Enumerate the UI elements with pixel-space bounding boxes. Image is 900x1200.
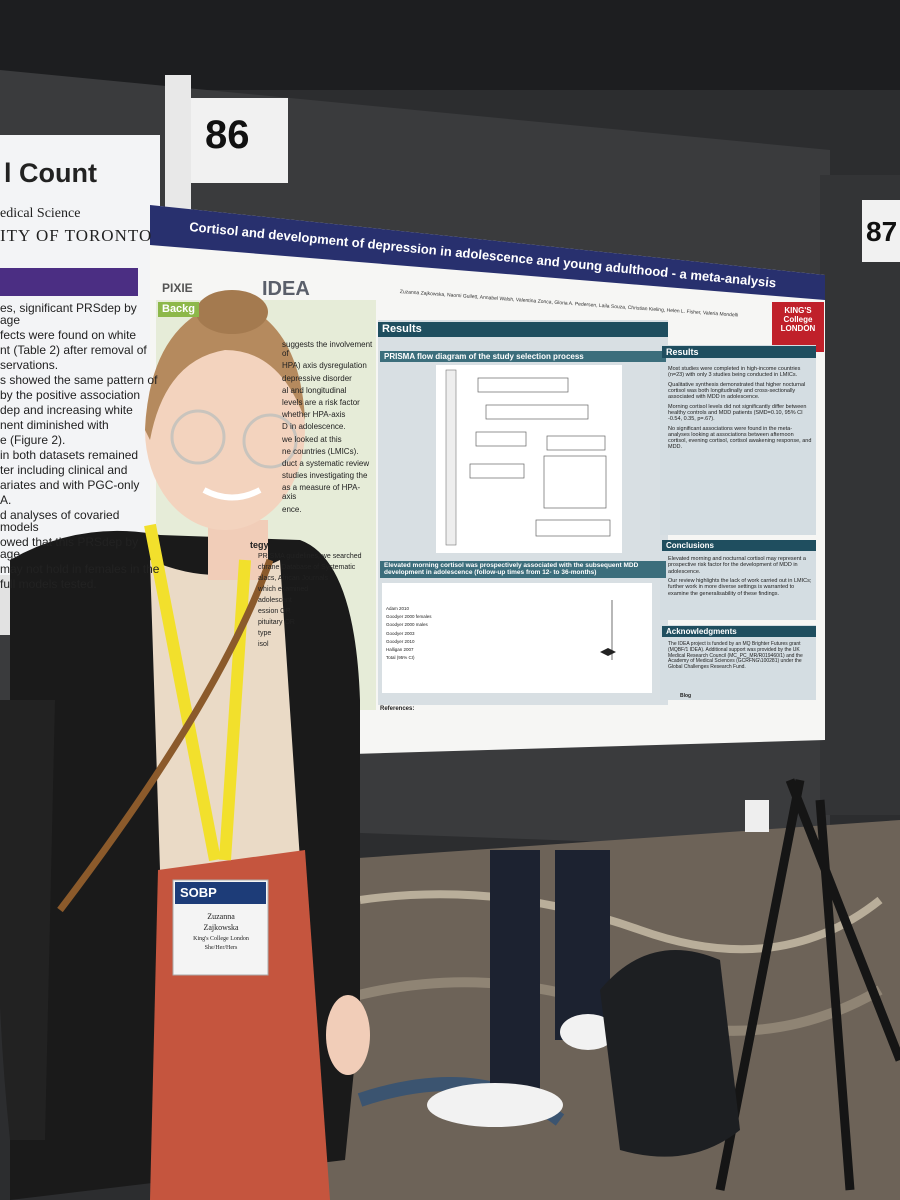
text-line: ession OR xyxy=(258,608,291,616)
text-line: Elevated morning and nocturnal cortisol … xyxy=(668,556,806,575)
acknowledgments-text: The IDEA project is funded by an MQ Brig… xyxy=(668,641,803,670)
blog-label: Blog xyxy=(680,693,692,699)
text-line: ariates and with PGC-only xyxy=(0,478,140,492)
text-line: owed that this PRSdep by age xyxy=(0,535,139,561)
text-line: Most studies were completed in high-inco… xyxy=(668,366,801,379)
logo: IDEA xyxy=(262,278,310,300)
section-heading: tegy xyxy=(250,540,269,550)
badge-last-name: Zajkowska xyxy=(203,923,239,932)
text-line: Halligan 2007 xyxy=(386,646,414,652)
text-line: nent diminished with xyxy=(0,418,109,432)
text-line: adolescent xyxy=(258,597,292,605)
forest-studies: Adam 2010 Goodyer 2000 females Goodyer 200… xyxy=(386,606,466,663)
left-affiliation: edical Science xyxy=(0,206,81,221)
left-affiliation: ITY OF TORONTO xyxy=(0,226,153,245)
logo: PIXIE xyxy=(162,281,193,295)
text-line: whether HPA-axis xyxy=(282,410,346,420)
text-line: nt (Table 2) after removal of xyxy=(0,343,147,357)
left-poster-heading: l Count xyxy=(4,158,97,188)
text-line: pituitary OR xyxy=(258,619,295,627)
section-heading: Results xyxy=(378,322,668,337)
text-line: No significant associations were found i… xyxy=(668,425,812,451)
text-line: by the positive association xyxy=(0,388,141,402)
text-line: may not hold in females in the xyxy=(0,562,160,576)
text-line: PRISMA guidelines, we searched xyxy=(258,553,362,560)
text-line: as a measure of HPA-axis xyxy=(282,483,361,502)
text-line: D in adolescence. xyxy=(282,422,346,432)
text-line: depressive disorder xyxy=(282,373,352,383)
strategy-text: PRISMA guidelines, we searched chrane Dat… xyxy=(258,553,374,652)
section-heading: Acknowledgments xyxy=(662,626,816,638)
text-line: we looked at this xyxy=(282,434,342,444)
text-line: Goodyer 2003 xyxy=(386,630,415,636)
text-line: dep and increasing white xyxy=(0,403,133,417)
text-line: studies investigating the xyxy=(282,471,368,481)
text-line: Qualitative synthesis demonstrated that … xyxy=(668,381,806,401)
badge-first-name: Zuzanna xyxy=(207,912,235,921)
badge-pronouns: She/Her/Hers xyxy=(204,945,238,951)
background-text: suggests the involvement of HPA) axis dys… xyxy=(282,340,374,517)
text-line: s showed the same pattern of xyxy=(0,373,158,387)
text-line: full models tested. xyxy=(0,577,97,591)
text-line: es, significant PRSdep by age xyxy=(0,301,137,327)
section-heading: Conclusions xyxy=(662,540,816,552)
badge-affiliation: King's College London xyxy=(193,936,249,942)
board-number-right: 87 xyxy=(866,216,898,247)
badge-org: SOBP xyxy=(180,885,217,900)
text-line: duct a systematic review xyxy=(282,458,370,468)
text-line: Goodyer 2010 xyxy=(386,638,415,644)
section-heading: Backg xyxy=(158,302,200,317)
text-line: suggests the involvement of xyxy=(282,340,373,359)
section-heading: Results xyxy=(662,346,816,359)
text-line: levels are a risk factor xyxy=(282,397,360,407)
references-heading: References: xyxy=(380,706,415,712)
text-line: ter including clinical and xyxy=(0,463,128,477)
text-line: Our review highlights the lack of work c… xyxy=(668,577,812,597)
results-text: Most studies were completed in high-inco… xyxy=(668,366,812,454)
text-line: e (Figure 2). xyxy=(0,433,66,447)
institution-logo: KING'S College LONDON xyxy=(780,306,816,334)
board-number: 86 xyxy=(205,113,250,157)
text-line: in both datasets remained xyxy=(0,448,139,462)
text-line: alacs, African Journals xyxy=(258,575,329,583)
text-line: ne countries (LMICs). xyxy=(282,446,359,456)
text-line: HPA) axis dysregulation xyxy=(282,361,367,371)
text-line: Total (95% CI) xyxy=(386,655,415,661)
text-line: d analyses of covaried models xyxy=(0,508,120,534)
text-line: Goodyer 2000 females xyxy=(386,614,432,620)
text-line: al and longitudinal xyxy=(282,385,347,395)
text-line: type xyxy=(258,630,272,638)
text-line: Morning cortisol levels did not signific… xyxy=(668,403,807,423)
text-line: isol xyxy=(258,641,269,649)
text-line: Goodyer 2000 males xyxy=(386,622,428,628)
left-poster-text: es, significant PRSdep by age fects were … xyxy=(0,302,160,593)
text-line: servations. xyxy=(0,358,59,372)
panel-heading: PRISMA flow diagram of the study selecti… xyxy=(380,351,666,363)
panel-heading: Elevated morning cortisol was prospectiv… xyxy=(380,561,666,578)
conclusions-text: Elevated morning and nocturnal cortisol … xyxy=(668,556,812,600)
text-line: chrane Database of Systematic xyxy=(258,564,356,572)
text-line: fects were found on white xyxy=(0,328,137,342)
text-line: ence. xyxy=(282,504,302,514)
text-line: A. xyxy=(0,493,12,507)
text-line: Adam 2010 xyxy=(386,606,410,611)
text-line: which examined xyxy=(258,586,309,594)
